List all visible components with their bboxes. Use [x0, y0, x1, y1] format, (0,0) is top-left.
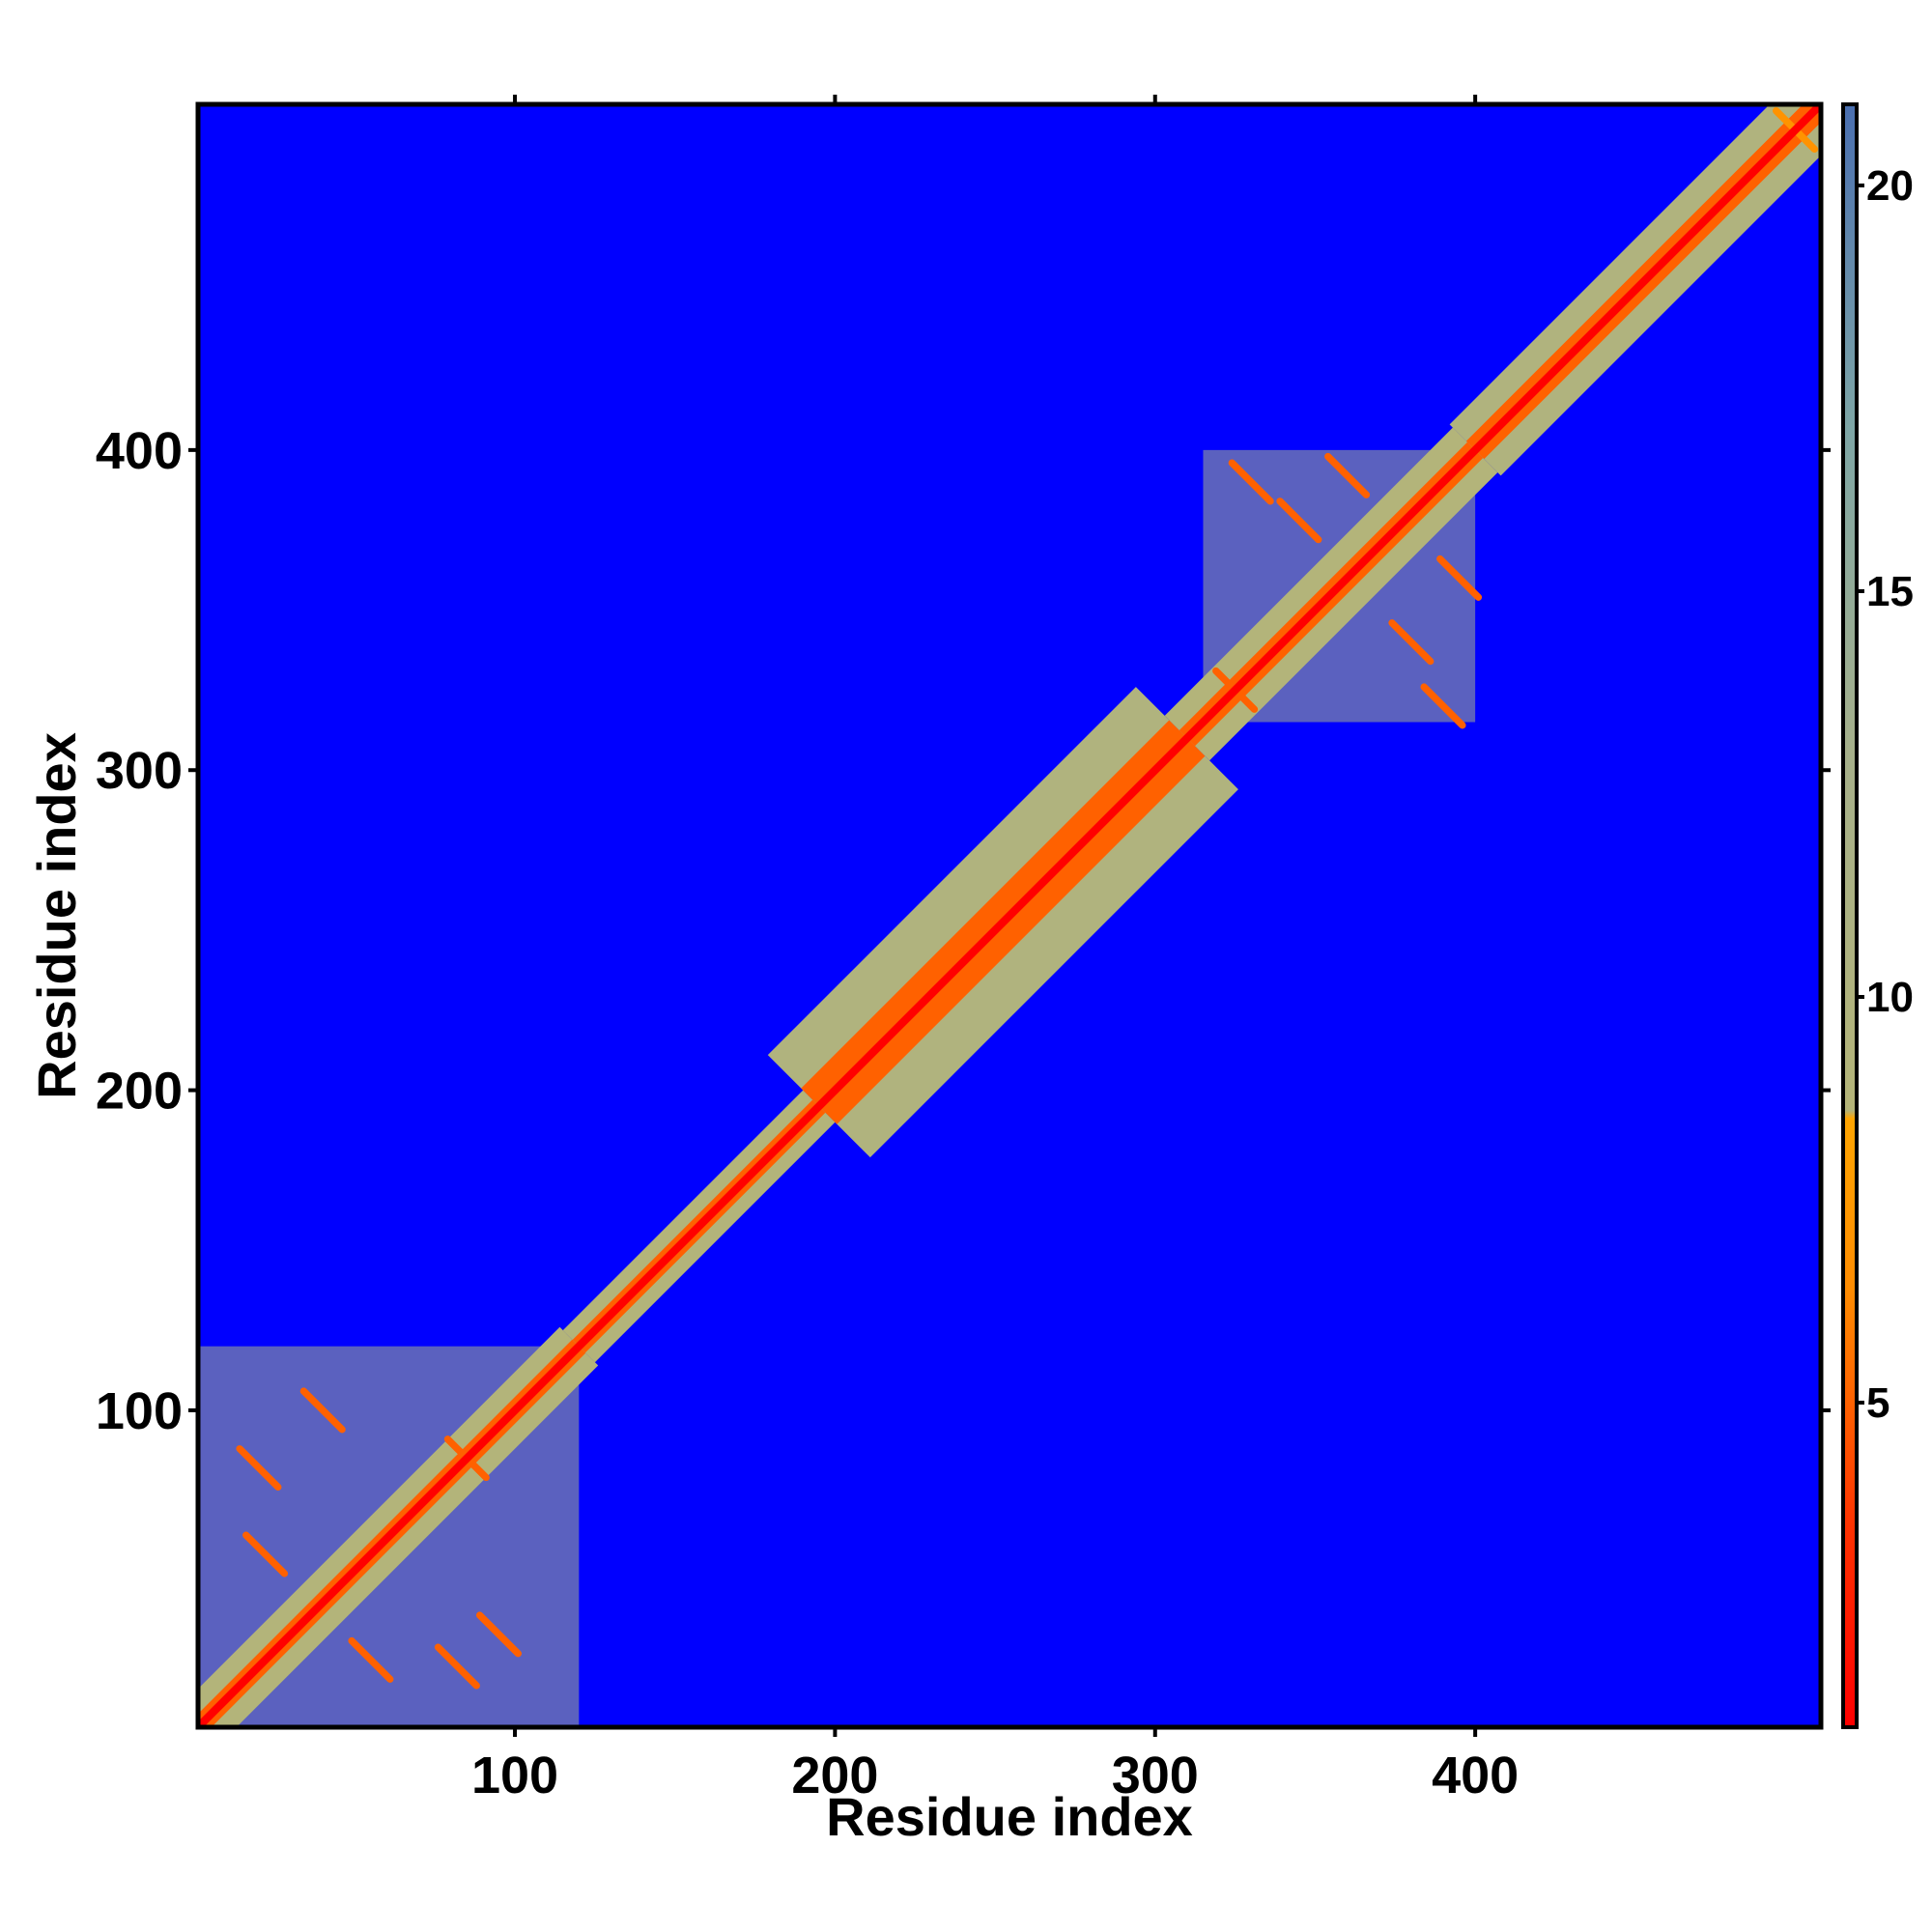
contact-streak — [299, 1387, 346, 1434]
x-tick-label: 200 — [791, 1747, 878, 1804]
x-tick-label: 400 — [1432, 1747, 1519, 1804]
y-axis-label: Residue index — [26, 732, 87, 1099]
x-axis-label: Residue index — [826, 1786, 1193, 1847]
contact-streak — [1436, 554, 1483, 601]
plot-frame — [195, 101, 1824, 1730]
x-tick-label: 300 — [1112, 1747, 1199, 1804]
colorbar — [1841, 102, 1859, 1729]
colorbar-tick-label: 15 — [1866, 568, 1914, 615]
x-axis: 100 200 300 400 — [471, 95, 1519, 1804]
colorbar-ticks: 5 10 15 20 — [1857, 162, 1914, 1427]
colorbar-tick-label: 10 — [1866, 974, 1914, 1021]
y-axis: 100 200 300 400 — [96, 422, 1831, 1440]
contact-streak — [1324, 452, 1371, 498]
contact-streak — [1228, 459, 1274, 505]
y-tick-label: 200 — [96, 1063, 183, 1121]
contact-streak — [348, 1636, 394, 1683]
colorbar-tick-label: 5 — [1866, 1379, 1889, 1427]
contact-streak — [1388, 619, 1435, 666]
colorbar-tick-label: 20 — [1866, 162, 1914, 210]
y-tick-label: 100 — [96, 1382, 183, 1440]
y-tick-label: 400 — [96, 422, 183, 480]
contact-streak — [242, 1531, 289, 1577]
y-tick-label: 300 — [96, 742, 183, 800]
heatmap-cells — [198, 104, 1821, 1727]
contact-streak — [475, 1611, 523, 1658]
main-diagonal — [198, 104, 1821, 1727]
contact-streak — [434, 1643, 480, 1690]
contact-streak — [1420, 683, 1466, 729]
contact-streak — [236, 1445, 282, 1492]
x-tick-label: 100 — [471, 1747, 558, 1804]
contact-streak — [1276, 497, 1322, 544]
